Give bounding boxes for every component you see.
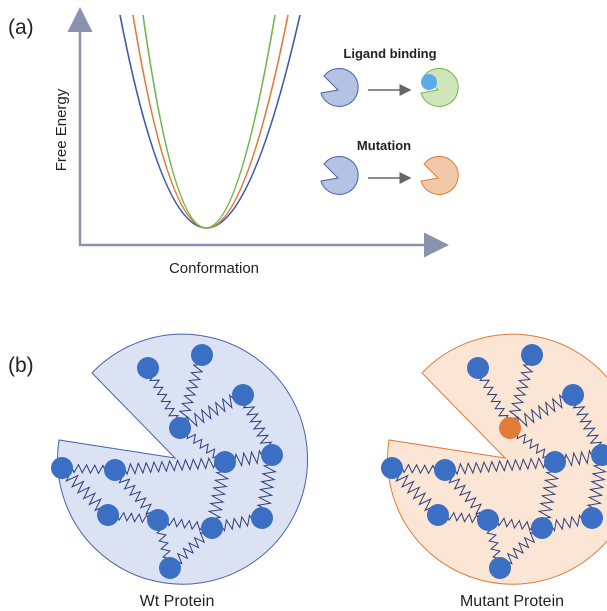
residue — [97, 504, 119, 526]
residue — [521, 344, 543, 366]
residue — [51, 457, 73, 479]
curve-mutant — [133, 15, 288, 228]
residue — [427, 504, 449, 526]
protein-icon — [321, 68, 358, 106]
mutant-protein-body — [388, 334, 607, 584]
mutation-label: Mutation — [357, 138, 411, 153]
residue — [232, 384, 254, 406]
panel-label: (b) — [8, 354, 34, 377]
residue — [581, 507, 603, 529]
residue — [159, 557, 181, 579]
residue — [251, 507, 273, 529]
residue — [214, 451, 236, 473]
wt-label: Wt Protein — [140, 593, 215, 610]
figure: (a) Free Energy Conformation Ligand bind… — [0, 0, 607, 611]
residue — [191, 344, 213, 366]
residue — [467, 357, 489, 379]
mutant-label: Mutant Protein — [460, 593, 564, 610]
mutated-residue — [499, 417, 521, 439]
residue — [261, 444, 283, 466]
mutant-protein-icon — [421, 156, 458, 194]
residue — [477, 509, 499, 531]
ligand — [421, 74, 437, 90]
residue — [201, 517, 223, 539]
residue — [434, 459, 456, 481]
residue — [147, 509, 169, 531]
ligand-label: Ligand binding — [343, 46, 436, 61]
residue — [489, 557, 511, 579]
curve-ligand — [143, 15, 275, 228]
panel-label: (a) — [8, 16, 34, 39]
residue — [544, 451, 566, 473]
x-axis-label: Conformation — [169, 260, 259, 277]
residue — [562, 384, 584, 406]
residue — [104, 459, 126, 481]
residue — [381, 457, 403, 479]
y-axis-label: Free Energy — [53, 88, 70, 171]
residue — [137, 357, 159, 379]
residue — [531, 517, 553, 539]
residue — [169, 417, 191, 439]
protein-icon — [321, 156, 358, 194]
